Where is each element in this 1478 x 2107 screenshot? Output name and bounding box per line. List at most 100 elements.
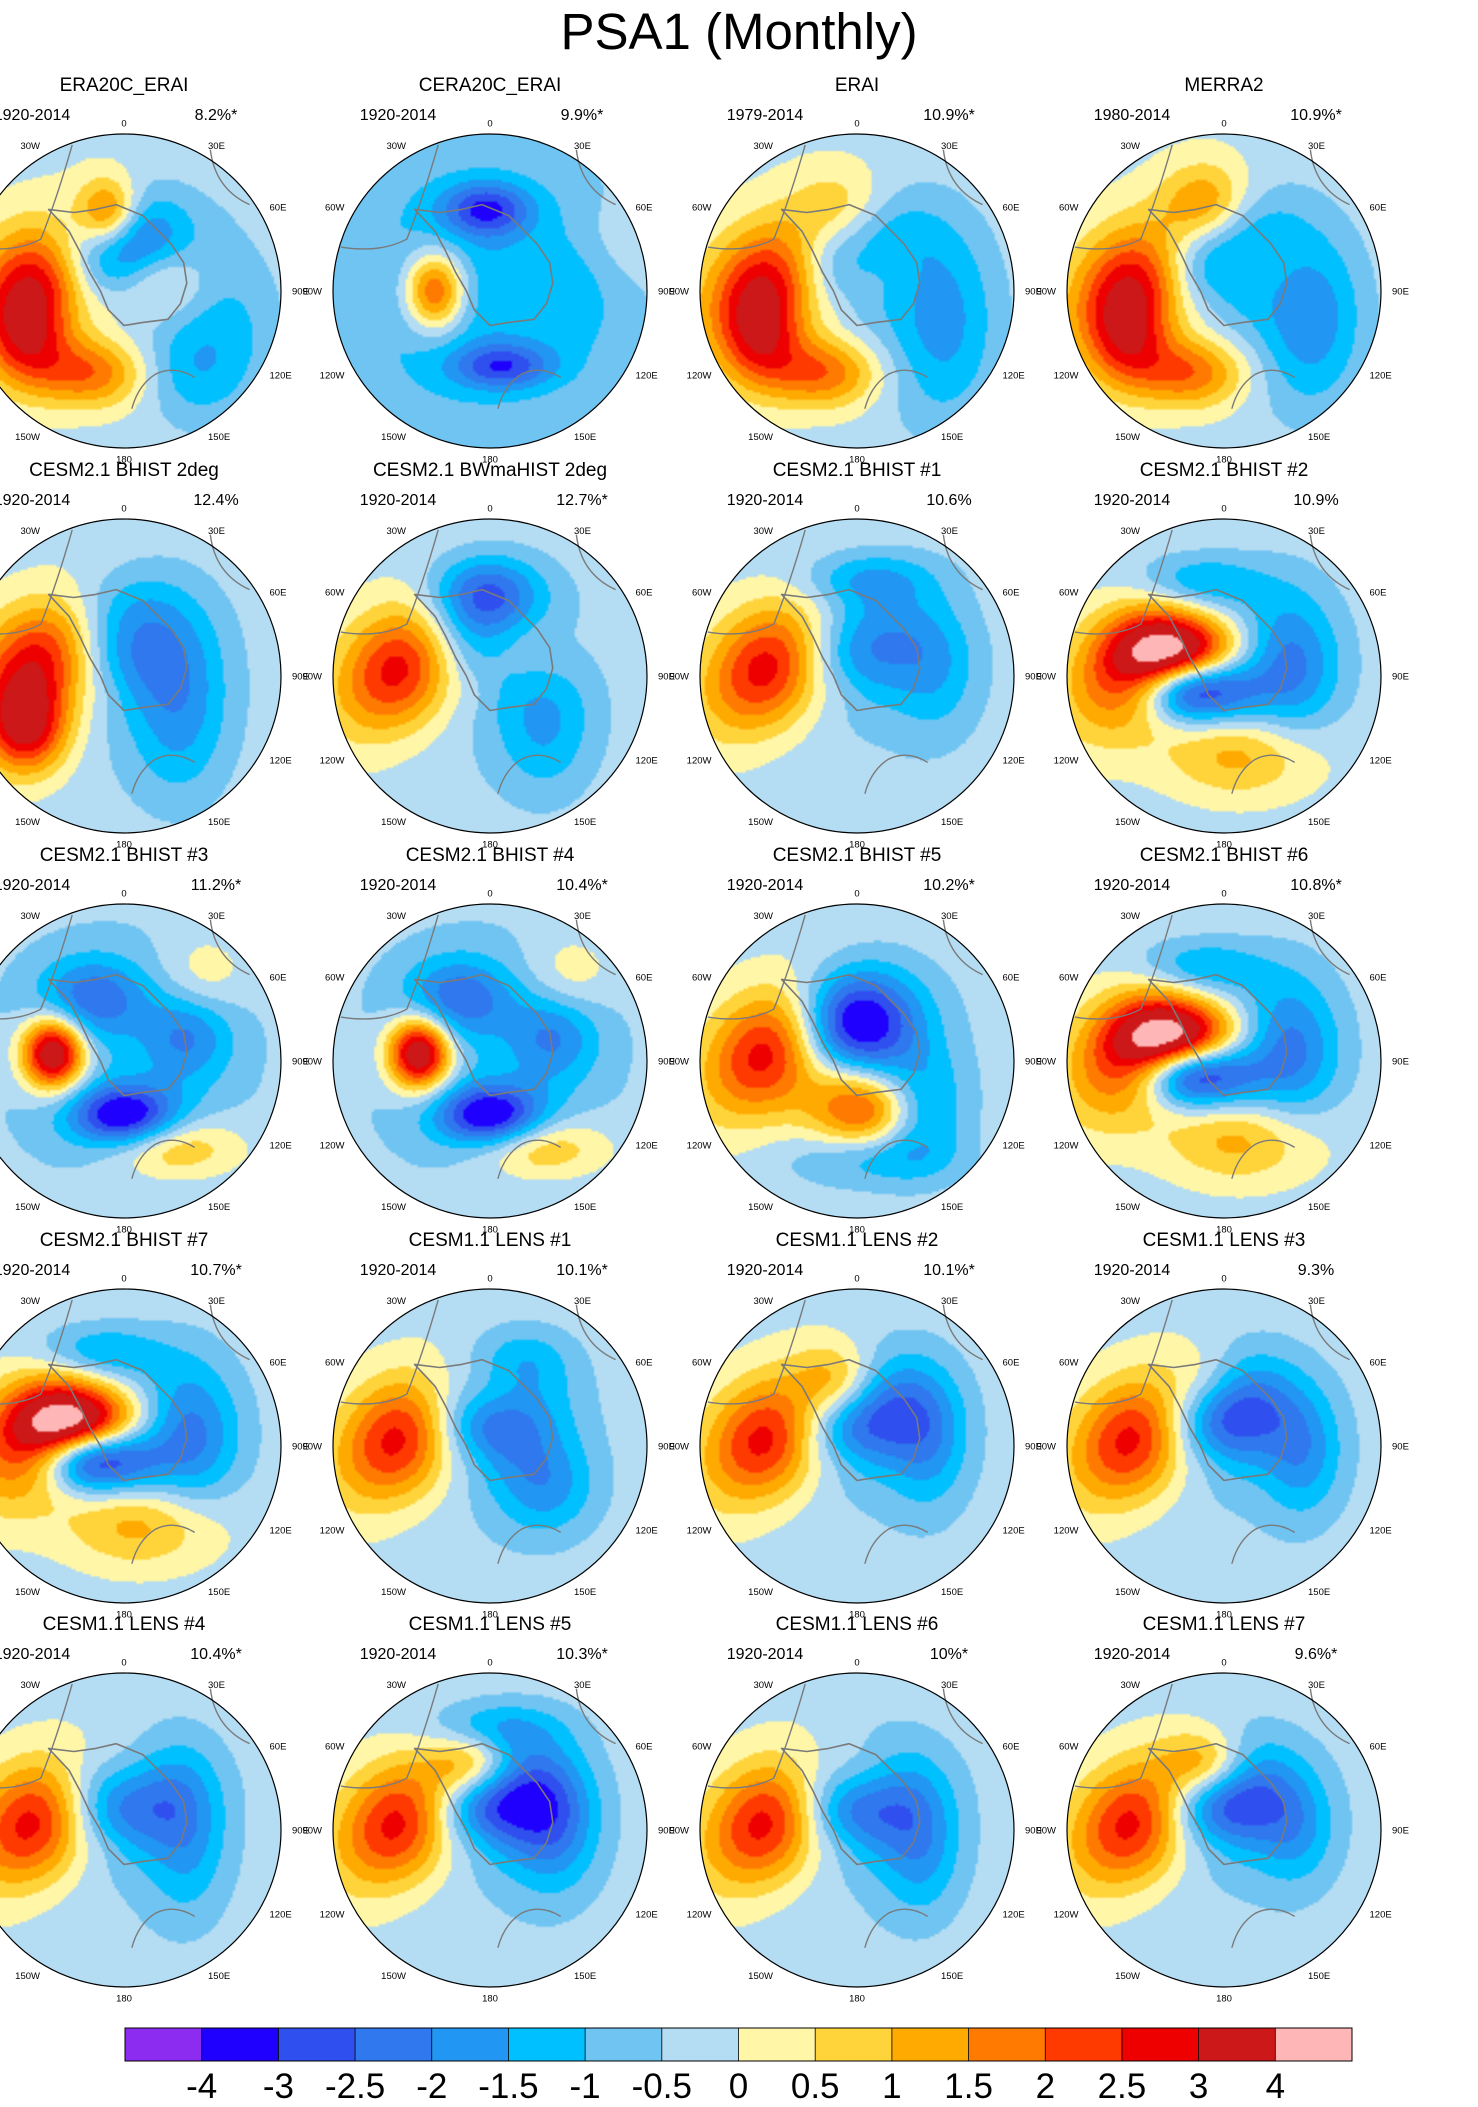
coastline-new-zealand — [497, 369, 562, 409]
longitude-label: 150W — [1115, 1587, 1140, 1598]
panel-variance: 10.1%* — [556, 1262, 608, 1279]
longitude-label: 60W — [1059, 588, 1079, 599]
longitude-label: 180 — [1216, 1610, 1232, 1621]
colorbar-swatch — [431, 2028, 509, 2061]
contour-field — [333, 519, 647, 833]
longitude-label: 60W — [692, 1742, 712, 1753]
longitude-label: 150W — [15, 1202, 40, 1213]
coastline-africa — [575, 919, 616, 976]
contour-field — [333, 1673, 647, 1987]
longitude-label: 30E — [1308, 141, 1325, 152]
longitude-label: 120W — [320, 756, 345, 767]
longitude-label: 60E — [270, 588, 287, 599]
longitude-label: 30E — [1308, 526, 1325, 537]
coastline-africa — [575, 1688, 616, 1745]
longitude-label: 180 — [482, 1610, 498, 1621]
panel-period: 1920-2014 — [360, 107, 437, 124]
longitude-label: 150E — [1308, 817, 1330, 828]
coastline-antarctica — [47, 973, 188, 1097]
longitude-label: 90E — [1392, 287, 1409, 298]
longitude-label: 180 — [116, 1994, 132, 2005]
coastline-new-zealand — [1231, 369, 1296, 409]
panel-title: CESM2.1 BHIST #3 — [40, 845, 209, 866]
colorbar-tick-label: 1 — [882, 2067, 901, 2106]
longitude-label: 60W — [1059, 203, 1079, 214]
longitude-label: 120E — [1003, 1526, 1025, 1537]
coastline-africa — [575, 149, 616, 206]
longitude-label: 60E — [636, 1358, 653, 1369]
panel-variance: 10.4%* — [190, 1646, 242, 1663]
longitude-label: 0 — [854, 504, 859, 515]
coastline-south-america — [0, 529, 73, 635]
panel-title: MERRA2 — [1184, 75, 1263, 96]
coastline-south-america — [1074, 1683, 1173, 1789]
coastline-africa — [1309, 919, 1350, 976]
longitude-label: 150W — [748, 432, 773, 443]
panel-period: 1980-2014 — [1094, 107, 1171, 124]
coastline-new-zealand — [497, 1908, 562, 1948]
map-boundary — [699, 133, 1015, 449]
colorbar-swatch — [1045, 2028, 1123, 2061]
panel-title: CESM1.1 LENS #6 — [776, 1614, 939, 1635]
longitude-label: 90E — [292, 1057, 309, 1068]
colorbar-tick-label: -2.5 — [325, 2067, 385, 2106]
longitude-label: 90W — [1036, 1442, 1056, 1453]
longitude-label: 30E — [208, 911, 225, 922]
longitude-label: 150E — [208, 1971, 230, 1982]
longitude-label: 30W — [753, 526, 773, 537]
coastline-africa — [942, 919, 983, 976]
coastline-south-america — [707, 1683, 806, 1789]
coastline-new-zealand — [864, 754, 929, 794]
longitude-label: 60W — [325, 973, 345, 984]
coastline-south-america — [340, 529, 439, 635]
panel-title: CESM1.1 LENS #1 — [409, 1230, 572, 1251]
longitude-label: 90W — [669, 1057, 689, 1068]
map-boundary — [699, 903, 1015, 1219]
colorbar-tick-label: -2 — [416, 2067, 447, 2106]
coastline-antarctica — [1147, 1358, 1288, 1482]
coastline-new-zealand — [1231, 1524, 1296, 1564]
coastline-south-america — [340, 1683, 439, 1789]
longitude-label: 30E — [941, 526, 958, 537]
longitude-label: 0 — [121, 1274, 126, 1285]
coastline-antarctica — [780, 1742, 921, 1866]
longitude-label: 60W — [692, 1358, 712, 1369]
colorbar-tick-label: 3 — [1189, 2067, 1208, 2106]
longitude-label: 150W — [748, 817, 773, 828]
contour-field — [333, 1289, 647, 1603]
map-panel: 0 30E 60E 90E 120E 150E 180 150W 120W 90W 60W 30W ER… — [669, 75, 1041, 466]
colorbar-frame — [124, 2027, 1353, 2062]
longitude-label: 90E — [292, 672, 309, 683]
longitude-label: 60E — [1370, 973, 1387, 984]
longitude-label: 120W — [1054, 756, 1079, 767]
panel-title: ERA20C_ERAI — [60, 75, 189, 96]
longitude-label: 150E — [941, 432, 963, 443]
colorbar-tick-label: 4 — [1266, 2067, 1285, 2106]
longitude-label: 60E — [1003, 588, 1020, 599]
longitude-label: 60E — [270, 203, 287, 214]
longitude-label: 30W — [20, 1296, 40, 1307]
coastline-new-zealand — [864, 1139, 929, 1179]
contour-field — [0, 1673, 281, 1987]
coastline-antarctica — [780, 1358, 921, 1482]
longitude-label: 120E — [1370, 371, 1392, 382]
coastline-south-america — [0, 1299, 73, 1405]
longitude-label: 60E — [1003, 973, 1020, 984]
longitude-label: 30E — [574, 141, 591, 152]
panel-period: 1920-2014 — [360, 877, 437, 894]
longitude-label: 60W — [325, 588, 345, 599]
contour-field — [0, 519, 281, 833]
colorbar-swatch — [891, 2028, 970, 2061]
longitude-label: 120E — [636, 1910, 658, 1921]
longitude-label: 150W — [15, 1587, 40, 1598]
map-boundary — [1066, 133, 1382, 449]
colorbar-swatch — [278, 2028, 356, 2061]
coastline-antarctica — [413, 588, 554, 712]
longitude-label: 150E — [941, 817, 963, 828]
longitude-label: 90W — [1036, 672, 1056, 683]
coastline-south-america — [1074, 1299, 1173, 1405]
coastline-africa — [1309, 1688, 1350, 1745]
longitude-label: 60E — [636, 973, 653, 984]
longitude-label: 90E — [292, 1826, 309, 1837]
colorbar-swatch — [1121, 2028, 1200, 2061]
